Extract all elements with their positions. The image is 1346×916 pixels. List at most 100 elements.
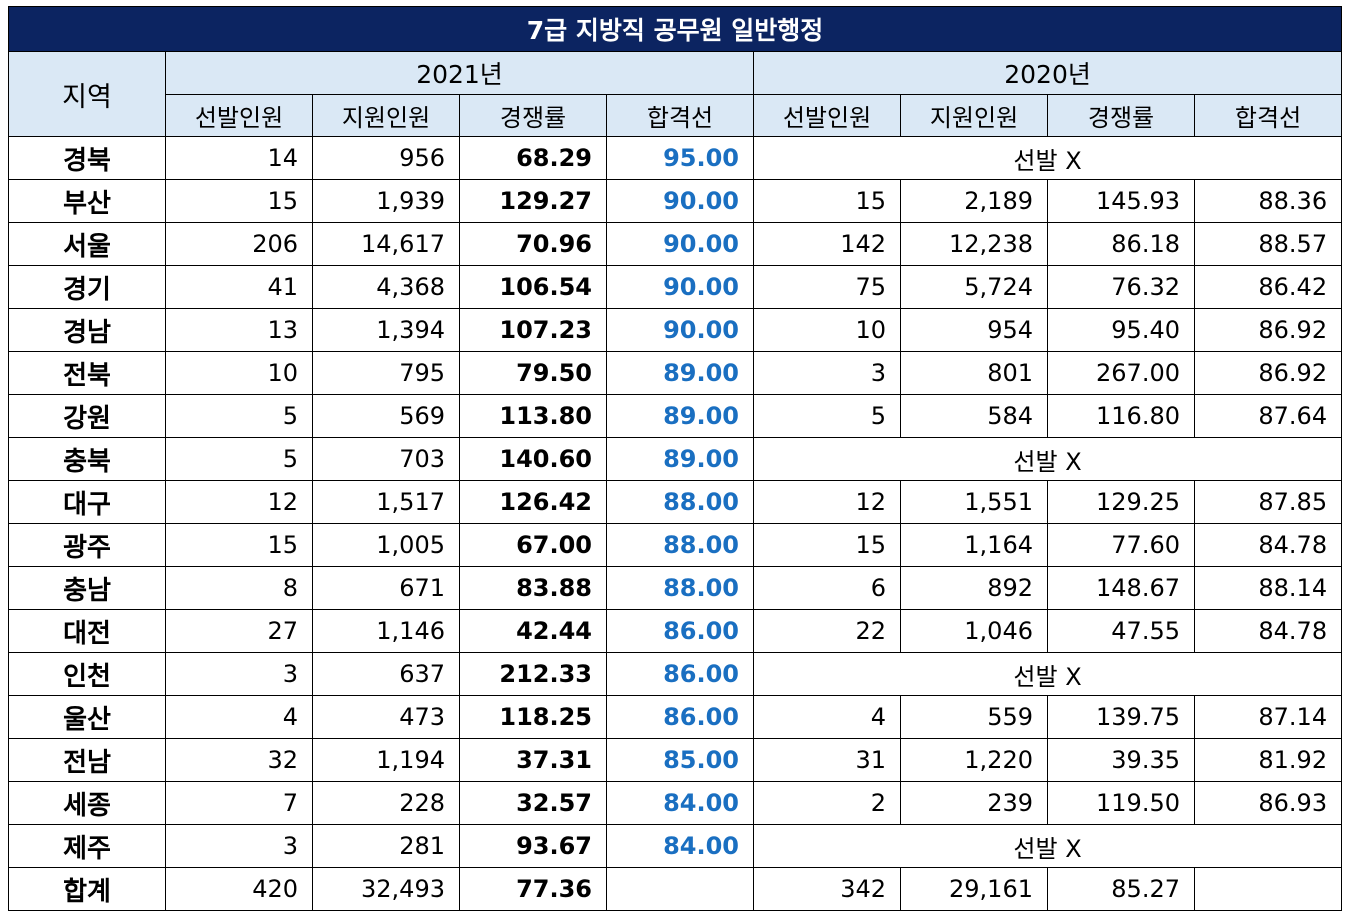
applicants-2020-cell: 29,161 (900, 867, 1048, 911)
table-row: 울산 4 473 118.25 86.00 4 559 139.75 87.14 (8, 695, 1343, 739)
applicants-2020-cell: 954 (900, 308, 1048, 352)
selected-2020-cell: 3 (753, 351, 901, 395)
applicants-2020-cell: 559 (900, 695, 1048, 739)
region-cell: 인천 (8, 652, 166, 696)
table-row: 경남 13 1,394 107.23 90.00 10 954 95.40 86.92 (8, 308, 1343, 352)
cutoff-2020-cell: 88.14 (1193, 566, 1343, 610)
cutoff-2021-cell: 90.00 (606, 265, 754, 309)
competition-rate-2020-cell: 86.18 (1047, 222, 1195, 266)
cutoff-score-header-2021: 합격선 (606, 94, 754, 137)
cutoff-2021-cell (606, 867, 754, 911)
table-row: 전북 10 795 79.50 89.00 3 801 267.00 86.92 (8, 351, 1343, 395)
region-cell: 세종 (8, 781, 166, 825)
competition-rate-2020-cell: 148.67 (1047, 566, 1195, 610)
region-cell: 부산 (8, 179, 166, 223)
cutoff-2020-cell: 87.64 (1193, 394, 1343, 438)
competition-rate-2020-cell: 85.27 (1047, 867, 1195, 911)
cutoff-2020-cell: 87.85 (1193, 480, 1343, 524)
cutoff-2021-cell: 89.00 (606, 437, 754, 481)
table-row: 세종 7 228 32.57 84.00 2 239 119.50 86.93 (8, 781, 1343, 825)
competition-rate-2021-cell: 42.44 (459, 609, 607, 653)
applicants-2020-cell: 2,189 (900, 179, 1048, 223)
selected-2020-cell: 2 (753, 781, 901, 825)
cutoff-2021-cell: 88.00 (606, 566, 754, 610)
competition-rate-header-2021: 경쟁률 (459, 94, 607, 137)
cutoff-2020-cell: 88.36 (1193, 179, 1343, 223)
table-row: 대전 27 1,146 42.44 86.00 22 1,046 47.55 84.78 (8, 609, 1343, 653)
table-row: 제주 3 281 93.67 84.00 선발 X (8, 824, 1343, 868)
competition-rate-2021-cell: 113.80 (459, 394, 607, 438)
cutoff-2020-cell: 81.92 (1193, 738, 1343, 782)
cutoff-2021-cell: 88.00 (606, 480, 754, 524)
table-row: 경기 41 4,368 106.54 90.00 75 5,724 76.32 86.42 (8, 265, 1343, 309)
recruitment-table: 7급 지방직 공무원 일반행정 지역 2021년 2020년 선발인원 지원인원… (7, 6, 1343, 911)
table-row: 전남 32 1,194 37.31 85.00 31 1,220 39.35 81.92 (8, 738, 1343, 782)
applicants-2020-cell: 1,046 (900, 609, 1048, 653)
region-cell: 충남 (8, 566, 166, 610)
selected-2021-cell: 3 (165, 824, 313, 868)
competition-rate-2021-cell: 93.67 (459, 824, 607, 868)
cutoff-score-header-2020: 합격선 (1193, 94, 1343, 137)
applicants-2020-cell: 239 (900, 781, 1048, 825)
cutoff-2021-cell: 84.00 (606, 781, 754, 825)
cutoff-2021-cell: 88.00 (606, 523, 754, 567)
table-row: 충남 8 671 83.88 88.00 6 892 148.67 88.14 (8, 566, 1343, 610)
applicants-2021-cell: 1,194 (312, 738, 460, 782)
applicants-2021-cell: 956 (312, 136, 460, 180)
selected-count-header-2021: 선발인원 (165, 94, 313, 137)
competition-rate-2021-cell: 68.29 (459, 136, 607, 180)
region-cell: 경기 (8, 265, 166, 309)
applicants-2020-cell: 801 (900, 351, 1048, 395)
applicants-2021-cell: 671 (312, 566, 460, 610)
selected-2021-cell: 10 (165, 351, 313, 395)
cutoff-2021-cell: 90.00 (606, 222, 754, 266)
region-cell: 광주 (8, 523, 166, 567)
selected-count-header-2020: 선발인원 (753, 94, 901, 137)
cutoff-2020-cell: 84.78 (1193, 523, 1343, 567)
cutoff-2020-cell: 86.92 (1193, 351, 1343, 395)
applicants-2021-cell: 569 (312, 394, 460, 438)
region-cell: 대전 (8, 609, 166, 653)
competition-rate-2021-cell: 106.54 (459, 265, 607, 309)
selected-2020-cell: 5 (753, 394, 901, 438)
table-row: 대구 12 1,517 126.42 88.00 12 1,551 129.25 87.85 (8, 480, 1343, 524)
competition-rate-2021-cell: 118.25 (459, 695, 607, 739)
applicants-2021-cell: 1,146 (312, 609, 460, 653)
cutoff-2021-cell: 86.00 (606, 609, 754, 653)
competition-rate-2020-cell: 77.60 (1047, 523, 1195, 567)
competition-rate-2021-cell: 77.36 (459, 867, 607, 911)
cutoff-2020-cell: 87.14 (1193, 695, 1343, 739)
cutoff-2021-cell: 84.00 (606, 824, 754, 868)
applicants-2020-cell: 892 (900, 566, 1048, 610)
applicants-2021-cell: 1,517 (312, 480, 460, 524)
applicant-count-header-2020: 지원인원 (900, 94, 1048, 137)
table-row: 광주 15 1,005 67.00 88.00 15 1,164 77.60 84.78 (8, 523, 1343, 567)
not-selected-cell: 선발 X (752, 652, 1343, 696)
cutoff-2020-cell: 86.42 (1193, 265, 1343, 309)
competition-rate-2021-cell: 129.27 (459, 179, 607, 223)
competition-rate-2020-cell: 119.50 (1047, 781, 1195, 825)
not-selected-cell: 선발 X (752, 136, 1343, 180)
table-row: 부산 15 1,939 129.27 90.00 15 2,189 145.93 88.36 (8, 179, 1343, 223)
competition-rate-2021-cell: 212.33 (459, 652, 607, 696)
applicants-2021-cell: 1,005 (312, 523, 460, 567)
selected-2020-cell: 75 (753, 265, 901, 309)
selected-2021-cell: 14 (165, 136, 313, 180)
table-row: 충북 5 703 140.60 89.00 선발 X (8, 437, 1343, 481)
applicants-2020-cell: 12,238 (900, 222, 1048, 266)
competition-rate-2020-cell: 47.55 (1047, 609, 1195, 653)
selected-2020-cell: 15 (753, 179, 901, 223)
cutoff-2020-cell: 84.78 (1193, 609, 1343, 653)
applicants-2021-cell: 703 (312, 437, 460, 481)
region-cell: 울산 (8, 695, 166, 739)
region-cell: 대구 (8, 480, 166, 524)
applicants-2021-cell: 4,368 (312, 265, 460, 309)
cutoff-2021-cell: 90.00 (606, 179, 754, 223)
selected-2021-cell: 8 (165, 566, 313, 610)
selected-2021-cell: 32 (165, 738, 313, 782)
competition-rate-2021-cell: 37.31 (459, 738, 607, 782)
cutoff-2021-cell: 86.00 (606, 695, 754, 739)
selected-2021-cell: 206 (165, 222, 313, 266)
applicants-2021-cell: 281 (312, 824, 460, 868)
selected-2020-cell: 15 (753, 523, 901, 567)
